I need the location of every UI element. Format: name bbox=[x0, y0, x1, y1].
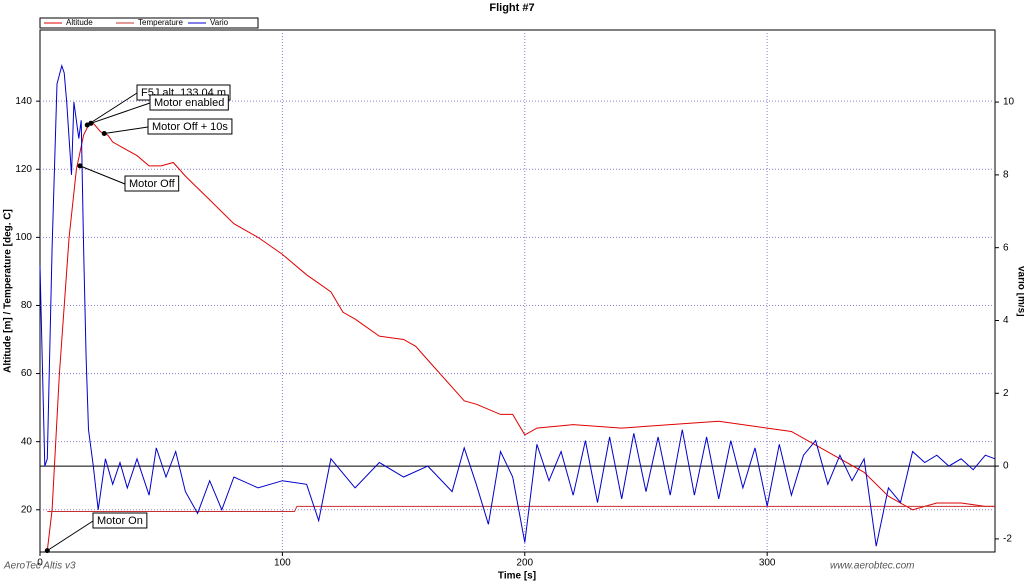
x-axis-label: Time [s] bbox=[498, 571, 536, 582]
y-tick-label: 140 bbox=[15, 96, 32, 107]
annotation-leader bbox=[79, 165, 126, 185]
annotation-leader bbox=[86, 92, 138, 126]
annotation-box bbox=[149, 94, 229, 111]
y-tick-label: 60 bbox=[21, 368, 33, 379]
y2-axis-label: Vario [m/s] bbox=[1015, 265, 1024, 316]
annotation-label: Motor Off bbox=[129, 178, 176, 190]
annotation-label: Motor enabled bbox=[154, 97, 224, 109]
annotation-point bbox=[77, 163, 83, 169]
y2-tick-label: 4 bbox=[1003, 315, 1009, 326]
y-tick-label: 20 bbox=[21, 504, 33, 515]
line-series bbox=[46, 122, 995, 551]
annotation-box bbox=[124, 175, 180, 192]
plot-frame bbox=[39, 29, 996, 553]
y-tick-label: 80 bbox=[21, 300, 33, 311]
annotation-leader bbox=[90, 102, 151, 124]
legend-label: Vario bbox=[210, 18, 229, 27]
y-axis-label: Altitude [m] / Temperature [deg. C] bbox=[3, 209, 14, 373]
x-tick-label: 200 bbox=[516, 558, 533, 569]
footer-right: www.aerobtec.com bbox=[830, 561, 914, 572]
annotation-leader bbox=[46, 520, 94, 552]
y2-tick-label: 2 bbox=[1003, 388, 1009, 399]
y2-tick-label: 10 bbox=[1003, 97, 1015, 108]
annotation-point bbox=[101, 131, 107, 137]
annotation-label: Motor On bbox=[97, 515, 143, 527]
y2-tick-label: 6 bbox=[1003, 242, 1009, 253]
annotation-label: Motor Off + 10s bbox=[152, 121, 228, 133]
legend-box bbox=[39, 17, 259, 29]
annotation-point bbox=[44, 548, 50, 554]
annotation-box bbox=[147, 118, 233, 135]
y2-tick-label: -2 bbox=[1003, 534, 1012, 545]
y-tick-label: 100 bbox=[15, 232, 32, 243]
line-series bbox=[47, 505, 995, 512]
annotation-leader bbox=[104, 126, 149, 135]
annotation-point bbox=[88, 120, 94, 126]
legend-label: Temperature bbox=[138, 18, 183, 27]
footer-left: AeroTec Altis v3 bbox=[3, 561, 76, 572]
chart-title: Flight #7 bbox=[489, 2, 534, 14]
y2-tick-label: 8 bbox=[1003, 170, 1009, 181]
x-tick-label: 0 bbox=[37, 558, 43, 569]
y-tick-label: 120 bbox=[15, 164, 32, 175]
x-tick-label: 100 bbox=[274, 558, 291, 569]
x-tick-label: 300 bbox=[759, 558, 776, 569]
annotation-box bbox=[92, 512, 148, 529]
y-tick-label: 40 bbox=[21, 436, 33, 447]
legend-label: Altitude bbox=[66, 18, 93, 27]
line-series bbox=[39, 63, 996, 547]
y2-tick-label: 0 bbox=[1003, 461, 1009, 472]
